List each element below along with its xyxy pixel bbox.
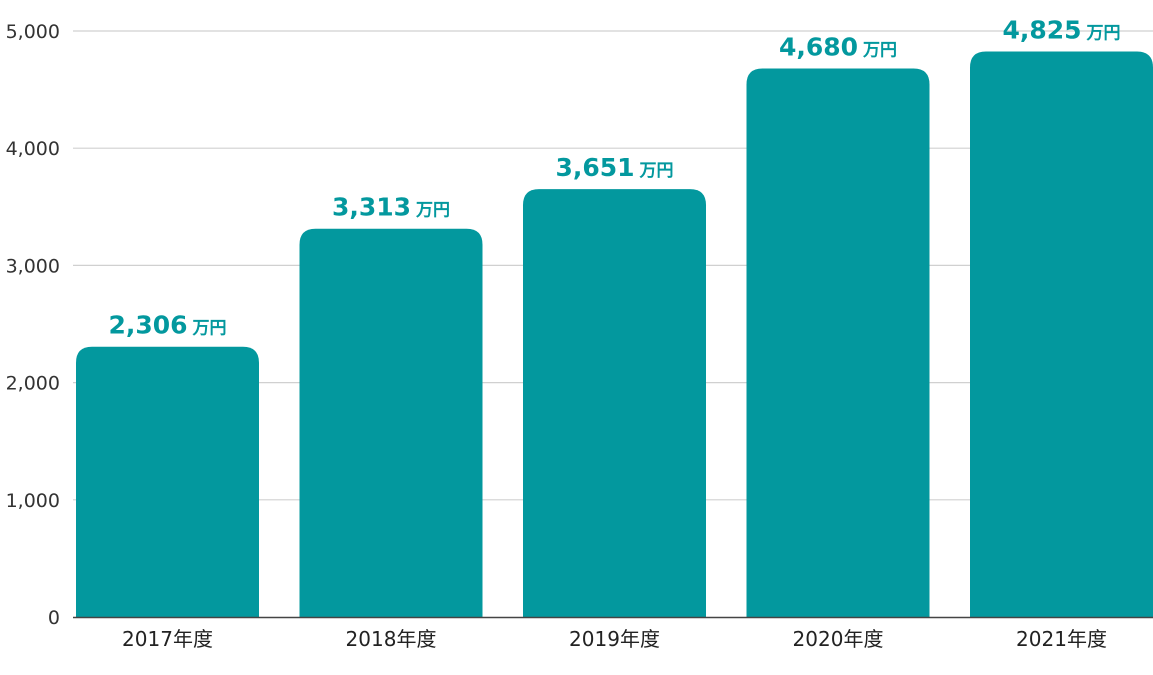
data-label: 2,306 万円 bbox=[108, 311, 226, 340]
data-label-value: 2,306 bbox=[108, 311, 187, 340]
y-tick-label: 3,000 bbox=[6, 255, 60, 277]
data-label-unit: 万円 bbox=[415, 201, 450, 221]
data-label: 3,651 万円 bbox=[555, 153, 673, 182]
x-tick-label: 2019年度 bbox=[569, 627, 660, 651]
bar bbox=[523, 189, 706, 618]
x-axis-category-labels: 2017年度 2018年度 2019年度 2020年度 2021年度 bbox=[122, 627, 1107, 651]
bars bbox=[76, 51, 1153, 618]
y-tick-label: 2,000 bbox=[6, 373, 60, 395]
x-tick-label: 2020年度 bbox=[793, 627, 884, 651]
data-label: 3,313 万円 bbox=[332, 193, 450, 222]
data-label-unit: 万円 bbox=[639, 161, 674, 181]
bar bbox=[746, 68, 930, 617]
bar bbox=[299, 228, 483, 617]
y-axis-tick-labels: 0 1,000 2,000 3,000 4,000 5,000 bbox=[6, 21, 60, 629]
y-tick-label: 0 bbox=[48, 607, 60, 629]
data-label-value: 4,825 bbox=[1002, 16, 1081, 45]
data-label-value: 4,680 bbox=[779, 33, 858, 62]
bar bbox=[76, 346, 259, 617]
data-label: 4,825 万円 bbox=[1002, 16, 1120, 45]
data-labels: 2,306 万円3,313 万円3,651 万円4,680 万円4,825 万円 bbox=[108, 16, 1120, 340]
y-tick-label: 5,000 bbox=[6, 21, 60, 43]
data-label-unit: 万円 bbox=[1086, 24, 1121, 44]
data-label-value: 3,313 bbox=[332, 193, 411, 222]
bar bbox=[970, 51, 1153, 617]
data-label-value: 3,651 bbox=[555, 153, 634, 182]
y-tick-label: 4,000 bbox=[6, 138, 60, 160]
x-tick-label: 2018年度 bbox=[346, 627, 437, 651]
data-label-unit: 万円 bbox=[862, 41, 897, 61]
y-tick-label: 1,000 bbox=[6, 490, 60, 512]
x-tick-label: 2021年度 bbox=[1016, 627, 1107, 651]
data-label: 4,680 万円 bbox=[779, 33, 897, 62]
x-tick-label: 2017年度 bbox=[122, 627, 213, 651]
data-label-unit: 万円 bbox=[192, 319, 227, 339]
